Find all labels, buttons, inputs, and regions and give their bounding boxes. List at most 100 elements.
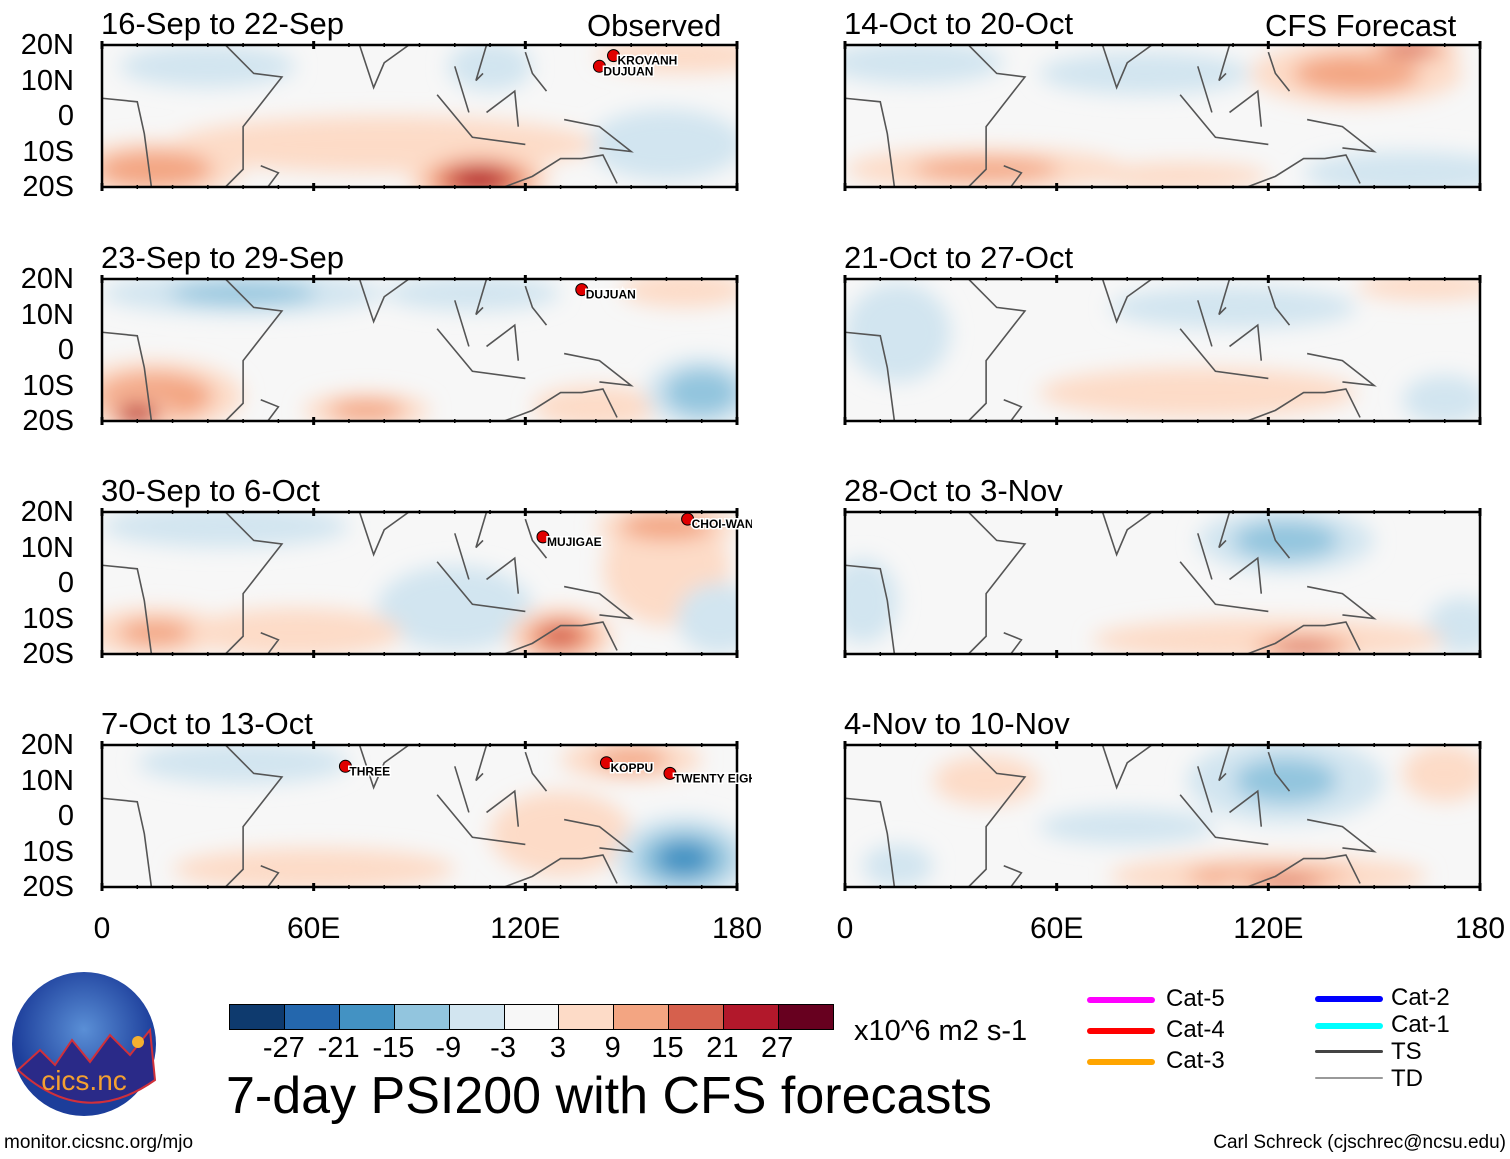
colorbar bbox=[229, 1004, 834, 1030]
panel-title: 21-Oct to 27-Oct bbox=[844, 240, 1074, 275]
storm-label: KROVANH bbox=[618, 54, 678, 68]
lat-label: 20S bbox=[22, 171, 74, 203]
lon-label: 180 bbox=[711, 912, 763, 945]
psi-anomaly-contour bbox=[1091, 162, 1269, 187]
colorbar-swatch bbox=[724, 1005, 780, 1029]
hurricane-icon bbox=[338, 759, 352, 773]
legend-line bbox=[1087, 997, 1155, 1003]
psi-anomaly-contour bbox=[845, 558, 898, 644]
coastline bbox=[102, 279, 634, 421]
psi-anomaly-contour bbox=[1039, 367, 1357, 418]
storm-label: CHOI-WAN bbox=[692, 517, 752, 531]
hurricane-icon bbox=[663, 766, 677, 780]
hurricane-icon bbox=[599, 756, 613, 770]
storm-label: KOPPU bbox=[610, 761, 653, 775]
lat-label: 10N bbox=[20, 298, 74, 331]
lat-label: 0 bbox=[57, 567, 74, 599]
coastline bbox=[845, 45, 1377, 187]
figure-title: 7-day PSI200 with CFS forecasts bbox=[226, 1067, 992, 1125]
legend-label: Cat-4 bbox=[1166, 1016, 1225, 1043]
map-panel bbox=[843, 41, 1482, 191]
panel-title: 4-Nov to 10-Nov bbox=[844, 706, 1070, 741]
psi-anomaly-contour bbox=[594, 748, 668, 771]
legend-line bbox=[1315, 1023, 1383, 1029]
psi-anomaly-contour bbox=[490, 791, 632, 877]
colorbar-swatch bbox=[614, 1005, 670, 1029]
psi-anomaly-contour bbox=[655, 841, 713, 876]
observed-label: Observed bbox=[587, 8, 722, 43]
cics-logo: cics.nc bbox=[12, 972, 157, 1116]
colorbar-swatch bbox=[230, 1005, 285, 1029]
storm-label: DUJUAN bbox=[586, 288, 636, 302]
psi-anomaly-contour bbox=[102, 512, 349, 548]
colorbar-tick: -21 bbox=[317, 1032, 360, 1064]
panel-title: 28-Oct to 3-Nov bbox=[844, 473, 1063, 508]
lon-label: 120E bbox=[1233, 912, 1304, 945]
psi-anomaly-contour bbox=[118, 619, 192, 646]
psi-anomaly-contour bbox=[845, 282, 951, 382]
map-panel bbox=[843, 275, 1482, 425]
psi-anomaly-contour bbox=[1384, 45, 1435, 56]
lat-label: 10S bbox=[22, 835, 74, 868]
psi-anomaly-contour bbox=[677, 583, 737, 654]
hurricane-icon bbox=[607, 49, 621, 63]
map-panel: MUJIGAE CHOI-WAN bbox=[100, 508, 752, 658]
psi-anomaly-contour bbox=[862, 844, 934, 887]
legend-label: Cat-3 bbox=[1166, 1047, 1225, 1074]
lon-label: 180 bbox=[1454, 912, 1506, 945]
footer-credit: Carl Schreck (cjschrec@ncsu.edu) bbox=[1213, 1132, 1506, 1153]
psi-anomaly-contour bbox=[1109, 286, 1357, 329]
colorbar-swatch bbox=[394, 1005, 450, 1029]
colorbar-tick: -9 bbox=[435, 1032, 462, 1064]
lat-label: 10N bbox=[20, 64, 74, 97]
legend-line bbox=[1315, 996, 1383, 1002]
colorbar-tick: 9 bbox=[604, 1032, 621, 1064]
colorbar-swatch bbox=[504, 1005, 560, 1029]
legend-label: Cat-5 bbox=[1166, 985, 1225, 1012]
lat-label: 10S bbox=[22, 602, 74, 635]
logo-text: cics.nc bbox=[41, 1065, 127, 1096]
storm-label: DUJUAN bbox=[603, 64, 653, 78]
psi-anomaly-contour bbox=[588, 108, 737, 180]
footer-url: monitor.cicsnc.org/mjo bbox=[4, 1132, 194, 1153]
psi-anomaly-contour bbox=[1039, 52, 1251, 95]
lat-label: 10N bbox=[20, 764, 74, 797]
hurricane-icon bbox=[575, 283, 589, 297]
legend-line bbox=[1315, 1077, 1383, 1079]
psi-anomaly-contour bbox=[620, 279, 737, 308]
storm-label: TWENTY EIGHT bbox=[674, 771, 752, 785]
lat-label: 20N bbox=[20, 29, 74, 61]
psi-anomaly-contour bbox=[1293, 54, 1421, 93]
psi-anomaly-contour bbox=[169, 282, 317, 305]
psi-anomaly-contour bbox=[102, 150, 213, 187]
psi-anomaly-contour bbox=[1275, 641, 1332, 653]
hurricane-icon bbox=[592, 59, 606, 73]
psi-anomaly-contour bbox=[539, 624, 582, 648]
forecast-label: CFS Forecast bbox=[1265, 8, 1457, 43]
lon-label: 60E bbox=[1029, 912, 1084, 945]
psi-anomaly-contour bbox=[664, 369, 737, 416]
lat-label: 0 bbox=[57, 800, 74, 832]
lat-label: 10S bbox=[22, 135, 74, 168]
psi-anomaly-contour bbox=[447, 45, 533, 92]
legend-line bbox=[1315, 1050, 1383, 1053]
psi-anomaly-contour bbox=[377, 565, 533, 651]
coastline bbox=[845, 745, 1377, 887]
psi-anomaly-contour bbox=[384, 279, 561, 311]
lat-label: 0 bbox=[57, 334, 74, 366]
hurricane-icon bbox=[536, 530, 550, 544]
colorbar-tick: -3 bbox=[490, 1032, 516, 1064]
psi-anomaly-contour bbox=[532, 385, 660, 421]
psi-anomaly-contour bbox=[328, 399, 405, 421]
psi-anomaly-contour bbox=[845, 45, 1004, 85]
map-panel: DUJUAN bbox=[100, 275, 739, 425]
lat-label: 20N bbox=[20, 263, 74, 295]
panel-title: 16-Sep to 22-Sep bbox=[101, 6, 345, 41]
coastline bbox=[845, 279, 1377, 421]
lat-label: 20S bbox=[22, 405, 74, 437]
legend-line bbox=[1087, 1059, 1155, 1065]
lat-label: 20S bbox=[22, 871, 74, 903]
map-panel: THREE KOPPU TWENTY EIGHT bbox=[100, 741, 752, 891]
lat-label: 20N bbox=[20, 496, 74, 528]
